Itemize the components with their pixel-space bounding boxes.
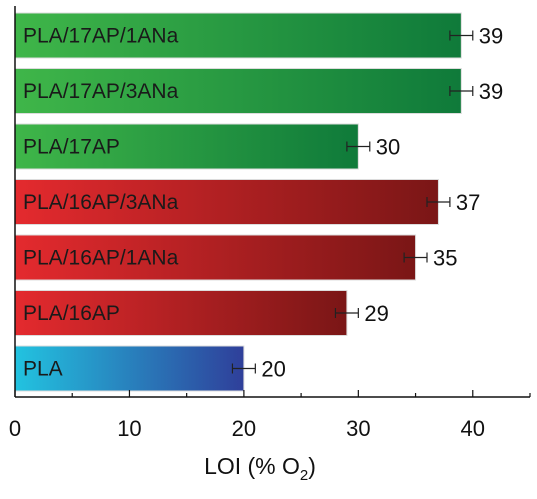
bar [14,12,462,59]
error-bar [449,86,474,96]
bar-value-label: 29 [364,301,388,326]
bar-category-label: PLA/16AP/1ANa [23,247,179,270]
bar [14,290,348,336]
bar-category-label: PLA/17AP/3ANa [23,80,179,103]
bar [14,345,245,392]
bar-value-label: 35 [433,246,457,271]
bar-value-label: 37 [456,190,480,215]
bar [14,234,417,281]
error-bar [449,30,474,41]
error-bar [426,197,451,207]
bars-layer: PLA/17AP/1ANa 39 PLA/17AP/3ANa 39 PLA/17AP 30… [14,12,503,392]
bar-value-label: 39 [479,24,503,49]
x-tick-label: 20 [232,416,256,441]
bar [14,68,462,114]
x-tick-label: 10 [117,416,141,441]
bar-value-label: 30 [376,135,400,160]
bar-category-label: PLA/17AP/1ANa [23,25,179,48]
x-tick-label: 0 [9,416,21,441]
bar-category-label: PLA/16AP [23,302,120,325]
error-bar [403,252,428,263]
x-axis: 0 10 20 30 40 [9,6,531,441]
x-tick-label: 40 [461,416,485,441]
x-axis-label: LOI (% O2) [204,453,316,484]
error-bar [334,308,359,318]
x-tick-label: 30 [346,416,370,441]
bar-category-label: PLA/17AP [23,136,120,159]
bar-value-label: 20 [261,357,285,382]
x-axis-label-subscript: 2 [300,467,308,484]
error-bar [231,363,256,374]
bar-category-label: PLA/16AP/3ANa [23,191,179,214]
bar [14,179,439,225]
bar-value-label: 39 [479,79,503,104]
bar-category-label: PLA [23,358,63,381]
x-axis-label-suffix: ) [308,453,316,479]
error-bar [346,141,371,152]
